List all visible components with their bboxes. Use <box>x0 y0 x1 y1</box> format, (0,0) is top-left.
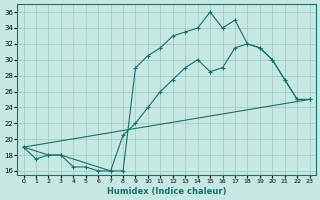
X-axis label: Humidex (Indice chaleur): Humidex (Indice chaleur) <box>107 187 226 196</box>
